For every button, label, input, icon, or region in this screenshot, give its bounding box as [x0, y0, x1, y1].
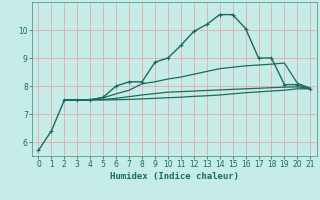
X-axis label: Humidex (Indice chaleur): Humidex (Indice chaleur) — [110, 172, 239, 181]
